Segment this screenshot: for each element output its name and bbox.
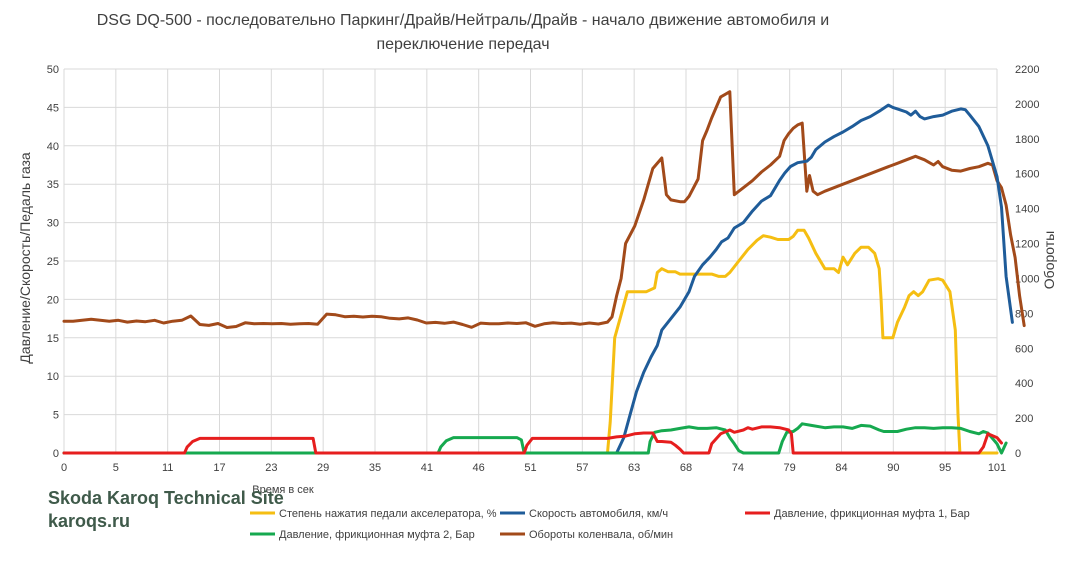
y-right-tick-label: 2200 (1015, 64, 1039, 76)
y-right-tick-label: 0 (1015, 448, 1021, 460)
x-tick-label: 90 (887, 462, 899, 474)
legend-label: Степень нажатия педали акселератора, % (279, 508, 497, 520)
x-tick-label: 5 (113, 462, 119, 474)
y-right-tick-label: 1000 (1015, 273, 1039, 285)
right-axis-ticks: 0 200 400 600 800 1000 1200 1400 1600 1800 2000 220… (1015, 64, 1039, 460)
series-line-0 (62, 228, 999, 455)
y-left-tick-label: 45 (47, 102, 59, 114)
x-tick-label: 41 (421, 462, 433, 474)
legend-label: Давление, фрикционная муфта 1, Бар (774, 508, 970, 520)
y-right-tick-label: 2000 (1015, 99, 1039, 111)
y-right-tick-label: 400 (1015, 378, 1033, 390)
x-tick-label: 74 (732, 462, 744, 474)
y-right-tick-label: 1400 (1015, 204, 1039, 216)
x-tick-label: 95 (939, 462, 951, 474)
grid-lines (63, 68, 998, 454)
series-line-1 (62, 103, 1014, 455)
y-right-tick-label: 1200 (1015, 239, 1039, 251)
y-axis-left-title: Давление/Скорость/Педаль газа (17, 152, 33, 364)
y-left-tick-label: 5 (53, 410, 59, 422)
y-left-tick-label: 30 (47, 218, 59, 230)
x-tick-label: 84 (835, 462, 847, 474)
x-axis-title: Время в сек (252, 484, 314, 496)
legend-label: Скорость автомобиля, км/ч (529, 508, 668, 520)
x-tick-label: 29 (317, 462, 329, 474)
y-left-tick-label: 25 (47, 256, 59, 268)
x-tick-label: 79 (784, 462, 796, 474)
watermark-site-name: Skoda Karoq Technical Site (48, 488, 284, 508)
x-tick-label: 101 (988, 462, 1006, 474)
y-right-tick-label: 800 (1015, 308, 1033, 320)
chart-title-line-2: переключение передач (376, 36, 549, 53)
series-lines (62, 90, 1026, 455)
x-tick-label: 35 (369, 462, 381, 474)
y-right-tick-label: 200 (1015, 413, 1033, 425)
x-tick-label: 51 (524, 462, 536, 474)
y-left-tick-label: 40 (47, 141, 59, 153)
y-left-tick-label: 0 (53, 448, 59, 460)
chart-title-line-1: DSG DQ-500 - последовательно Паркинг/Дра… (97, 12, 830, 29)
x-tick-label: 23 (265, 462, 277, 474)
y-right-tick-label: 1800 (1015, 134, 1039, 146)
x-tick-label: 46 (473, 462, 485, 474)
series-line-4 (62, 90, 1026, 329)
x-tick-label: 63 (628, 462, 640, 474)
left-axis-ticks: 0 5 10 15 20 25 30 35 40 45 50 (47, 64, 59, 460)
y-left-tick-label: 10 (47, 371, 59, 383)
watermark-site-url: karoqs.ru (48, 511, 130, 531)
x-axis-ticks: 0 5 11 17 23 29 35 41 46 51 57 63 68 74 79 84 90 95 101 (61, 462, 1006, 474)
legend-label: Обороты коленвала, об/мин (529, 529, 673, 541)
y-left-tick-label: 50 (47, 64, 59, 76)
y-left-tick-label: 15 (47, 333, 59, 345)
legend: Степень нажатия педали акселератора, % Ск… (250, 508, 970, 541)
y-right-tick-label: 600 (1015, 343, 1033, 355)
legend-label: Давление, фрикционная муфта 2, Бар (279, 529, 475, 541)
x-tick-label: 57 (576, 462, 588, 474)
y-left-tick-label: 20 (47, 294, 59, 306)
y-right-tick-label: 1600 (1015, 169, 1039, 181)
x-tick-label: 68 (680, 462, 692, 474)
x-tick-label: 0 (61, 462, 67, 474)
series-line-2 (62, 425, 1003, 455)
y-left-tick-label: 35 (47, 179, 59, 191)
x-tick-label: 11 (162, 462, 173, 474)
y-axis-right-title: Обороты (1041, 231, 1057, 289)
x-tick-label: 17 (213, 462, 225, 474)
series-line-3 (62, 422, 1008, 455)
